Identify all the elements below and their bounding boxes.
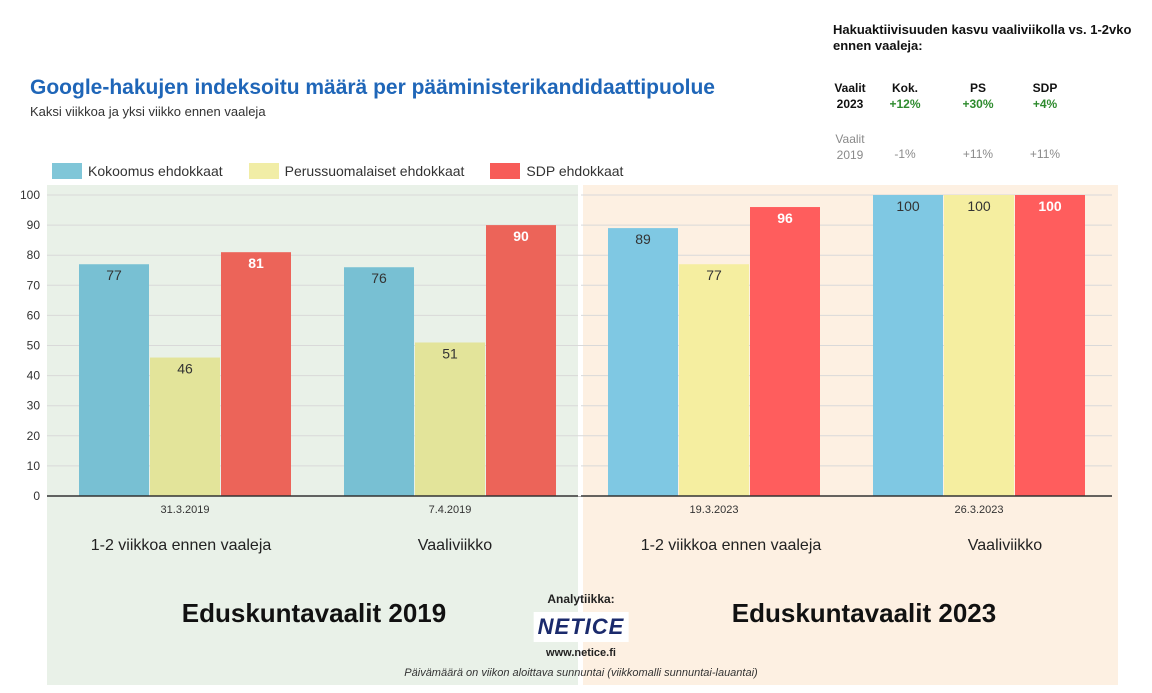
bar-value-label: 77 (706, 267, 722, 283)
side-table-2019-sdp: +11% (1029, 147, 1061, 161)
y-tick-label: 100 (20, 188, 40, 202)
side-table-header-kok: Kok. (891, 81, 918, 95)
y-tick-label: 0 (33, 489, 40, 503)
side-table-row2-label-2: 2019 (836, 148, 864, 162)
bar (221, 252, 291, 496)
legend-item-kokoomus: Kokoomus ehdokkaat (52, 163, 223, 179)
bar (944, 195, 1014, 496)
chart-title: Google-hakujen indeksoitu määrä per pääm… (30, 76, 715, 99)
bar (1015, 195, 1085, 496)
y-tick-label: 30 (27, 399, 41, 413)
side-table-title: Hakuaktiivisuuden kasvu vaaliviikolla vs… (833, 22, 1132, 53)
bar (486, 225, 556, 496)
bar-value-label: 100 (1038, 198, 1062, 214)
bar (344, 267, 414, 496)
netice-logo: NETICE (533, 612, 629, 642)
y-tick-label: 70 (27, 278, 41, 292)
period-label-2019-election-week: Vaaliviikko (417, 537, 493, 554)
y-tick-label: 90 (27, 218, 41, 232)
bar-value-label: 77 (106, 267, 122, 283)
netice-logo-text: NETICE (537, 614, 625, 639)
bar-value-label: 76 (371, 270, 387, 286)
legend-swatch-sdp (490, 163, 521, 179)
bar (873, 195, 943, 496)
side-table-2019-kok: -1% (894, 147, 916, 161)
netice-url: www.netice.fi (546, 647, 616, 659)
y-tick-label: 20 (27, 429, 41, 443)
side-table-row1-label-2: 2023 (836, 97, 864, 111)
bar (79, 264, 149, 496)
side-table-2023-sdp: +4% (1032, 97, 1058, 111)
bar (608, 228, 678, 497)
side-table-2023-ps: +30% (962, 97, 994, 111)
bar-value-label: 100 (896, 198, 920, 214)
bar (679, 264, 749, 496)
legend-label-perussuomalaiset: Perussuomalaiset ehdokkaat (284, 163, 465, 179)
side-table-header-ps: PS (969, 81, 986, 95)
y-tick-label: 60 (27, 308, 41, 322)
period-label-2019-before: 1-2 viikkoa ennen vaaleja (90, 537, 272, 554)
bar-value-label: 46 (177, 361, 193, 377)
legend: Kokoomus ehdokkaat Perussuomalaiset ehdo… (52, 163, 623, 179)
y-tick-label: 40 (27, 369, 41, 383)
bar-value-label: 51 (442, 345, 458, 361)
side-table-col-sdp: SDP +4% (1015, 80, 1075, 112)
x-tick-label: 19.3.2023 (690, 504, 739, 516)
side-table-2023-kok: +12% (889, 97, 921, 111)
x-tick-label: 7.4.2019 (429, 504, 472, 516)
side-table-row2-label-1: Vaalit (835, 132, 865, 146)
y-tick-label: 50 (27, 339, 41, 353)
x-tick-label: 31.3.2019 (161, 504, 210, 516)
legend-swatch-perussuomalaiset (248, 163, 279, 179)
bar (415, 342, 485, 496)
bar (750, 207, 820, 497)
analytics-label: Analytiikka: (547, 592, 615, 606)
period-label-2023-before: 1-2 viikkoa ennen vaaleja (640, 537, 822, 554)
side-table-col-kok: Kok. +12% (875, 80, 935, 112)
election-label-2023: Eduskuntavaalit 2023 (731, 598, 997, 628)
side-table-header-sdp: SDP (1032, 81, 1058, 95)
legend-swatch-kokoomus (52, 163, 82, 179)
legend-label-kokoomus: Kokoomus ehdokkaat (88, 163, 223, 179)
side-table-col-ps: PS +30% (948, 80, 1008, 112)
bar-value-label: 89 (635, 231, 651, 247)
legend-label-sdp: SDP ehdokkaat (526, 163, 624, 179)
bar (150, 357, 220, 496)
side-table-row-label: Vaalit 2023 (820, 80, 880, 112)
side-table-row2-label: Vaalit 2019 (820, 131, 880, 163)
y-tick-label: 10 (27, 459, 41, 473)
period-divider (578, 185, 581, 685)
side-table-row1-label-1: Vaalit (834, 81, 866, 95)
election-label-2019: Eduskuntavaalit 2019 (181, 598, 447, 628)
bar-value-label: 90 (513, 228, 529, 244)
bar-value-label: 96 (777, 210, 793, 226)
x-tick-label: 26.3.2023 (955, 504, 1004, 516)
legend-item-perussuomalaiset: Perussuomalaiset ehdokkaat (248, 163, 465, 179)
y-tick-label: 80 (27, 248, 41, 262)
chart-subtitle: Kaksi viikkoa ja yksi viikko ennen vaale… (30, 104, 266, 119)
period-label-2023-election-week: Vaaliviikko (967, 537, 1043, 554)
bar-value-label: 81 (248, 255, 264, 271)
side-table: Vaalit 2023 Kok. +12% PS +30% SDP +4% Va… (820, 80, 1100, 170)
footnote: Päivämäärä on viikon aloittava sunnuntai… (404, 667, 758, 679)
legend-item-sdp: SDP ehdokkaat (490, 163, 623, 179)
bar-value-label: 100 (967, 198, 991, 214)
side-table-2019-ps: +11% (962, 147, 994, 161)
